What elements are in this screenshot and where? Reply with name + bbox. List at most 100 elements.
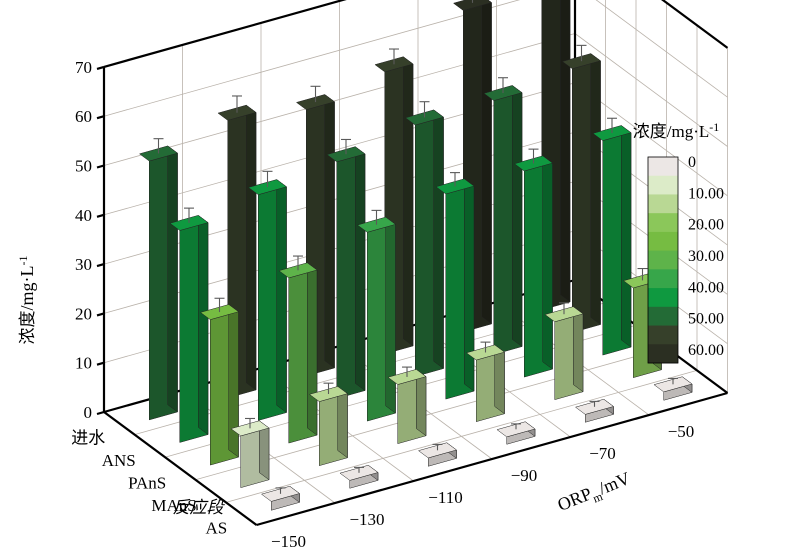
bar-3d — [496, 421, 536, 445]
z-tick-mark — [96, 213, 105, 218]
colorbar-band — [648, 325, 678, 345]
bar-3d — [356, 209, 397, 422]
bar-face-side — [542, 155, 553, 370]
bar-3d — [465, 341, 506, 423]
x-tick-label: −110 — [428, 488, 462, 507]
z-tick-label: 0 — [84, 403, 93, 422]
bar-face-side — [385, 216, 396, 414]
bar-collection — [138, 0, 693, 511]
y-tick-label: ANS — [102, 451, 136, 470]
colorbar-title: 浓度/mg·L-1 — [633, 120, 720, 142]
z-tick-label: 70 — [75, 58, 92, 77]
colorbar: 浓度/mg·L-1 0 10.00 20.00 30.00 40.00 50.00 60.0… — [633, 120, 724, 364]
z-tick-label: 30 — [75, 255, 92, 274]
bar-face-side — [512, 84, 523, 348]
colorbar-title-sup: -1 — [709, 120, 719, 134]
x-axis-title: ORPm/mV — [555, 468, 635, 519]
colorbar-band — [648, 175, 678, 195]
x-tick-label: −70 — [589, 444, 616, 463]
colorbar-tick-label: 0 — [688, 154, 696, 171]
colorbar-title-unit: /mg·L — [667, 122, 710, 141]
colorbar-tick-label: 30.00 — [688, 248, 724, 265]
z-tick-label: 40 — [75, 206, 92, 225]
bar-face-side — [590, 53, 601, 326]
z-tick-mark — [96, 115, 105, 120]
z-tick-label: 10 — [75, 354, 92, 373]
z-axis-title-unit: /mg·L — [17, 266, 37, 311]
z-tick-mark — [96, 361, 105, 366]
bar-face-side — [324, 94, 335, 369]
colorbar-title-cn: 浓度 — [633, 122, 667, 142]
colorbar-band — [648, 250, 678, 270]
bar-3d — [417, 442, 458, 467]
bar-3d — [247, 170, 288, 421]
bar-3d — [561, 44, 602, 333]
y-axis-ticks: 进水 ANS PAnS MAnS AS — [71, 428, 227, 537]
colorbar-band — [648, 231, 678, 252]
z-tick-mark — [96, 164, 105, 169]
colorbar-band — [648, 344, 678, 364]
colorbar-band — [648, 213, 678, 233]
x-tick-label: −50 — [668, 422, 695, 441]
bar-face-side — [403, 56, 414, 347]
z-axis-title-sup: -1 — [16, 256, 30, 266]
y-tick-label: 进水 — [71, 428, 105, 448]
bar-face-side — [198, 214, 209, 436]
colorbar-tick-label: 10.00 — [688, 185, 724, 202]
colorbar-outline — [647, 156, 679, 364]
colorbar-tick-label: 40.00 — [688, 279, 724, 296]
bar-face-top — [452, 0, 493, 11]
bar-3d — [387, 366, 427, 445]
bar-face-side — [355, 146, 366, 392]
x-tick-label: −150 — [271, 532, 306, 551]
bar-face-side — [573, 306, 584, 393]
y-tick-label: AS — [206, 519, 228, 538]
bar-face-side — [433, 109, 444, 370]
z-tick-mark — [96, 263, 105, 268]
bar-3d — [404, 101, 445, 377]
y-tick-label: MAnS — [151, 496, 196, 515]
bar-3d — [278, 255, 318, 444]
bar-3d — [308, 382, 349, 467]
bar-face-side — [276, 179, 287, 414]
y-tick-label: PAnS — [128, 474, 166, 493]
bar-face-side — [416, 368, 427, 437]
bar-3d — [339, 464, 379, 489]
bar-face-side — [464, 178, 475, 392]
z-axis-title: 浓度/mg·L-1 — [16, 256, 38, 345]
z-axis-ticks: 0 10 20 30 40 50 60 70 — [75, 58, 105, 422]
bar-face-side — [337, 385, 348, 459]
z-tick-label: 60 — [75, 107, 92, 126]
colorbar-band — [648, 288, 678, 308]
colorbar-tick-label: 20.00 — [688, 217, 724, 234]
z-tick-mark — [96, 65, 105, 70]
colorbar-labels: 0 10.00 20.00 30.00 40.00 50.00 60.00 — [688, 154, 724, 359]
colorbar-band — [648, 157, 678, 177]
bar-3d — [653, 376, 693, 401]
z-tick-mark — [96, 410, 105, 416]
z-tick-label: 20 — [75, 304, 92, 323]
colorbar-band — [648, 306, 678, 326]
bar-face-side — [228, 303, 239, 458]
bar-3d — [230, 417, 270, 489]
colorbar-band — [648, 194, 678, 214]
x-axis-ticks: −150 −130 −110 −90 −70 −50 — [271, 422, 694, 551]
bar-face-side — [621, 124, 632, 348]
z-tick-mark — [96, 312, 105, 317]
z-tick-label: 50 — [75, 157, 92, 176]
bar-3d — [326, 138, 366, 399]
colorbar-tick-label: 60.00 — [688, 342, 724, 359]
y-axis-title: 反应段 — [173, 498, 226, 518]
bar-face-side — [494, 344, 505, 415]
bar-3d — [574, 398, 615, 423]
bar-3d — [483, 77, 523, 355]
x-tick-label: −90 — [511, 466, 538, 485]
colorbar-bands — [647, 156, 679, 364]
bar-3d — [592, 117, 632, 356]
x-axis-title-unit: /mV — [596, 468, 633, 499]
bar-3d — [169, 207, 209, 443]
colorbar-band — [648, 269, 678, 289]
bar-face-side — [560, 0, 571, 303]
colorbar-tick-label: 50.00 — [688, 311, 724, 328]
